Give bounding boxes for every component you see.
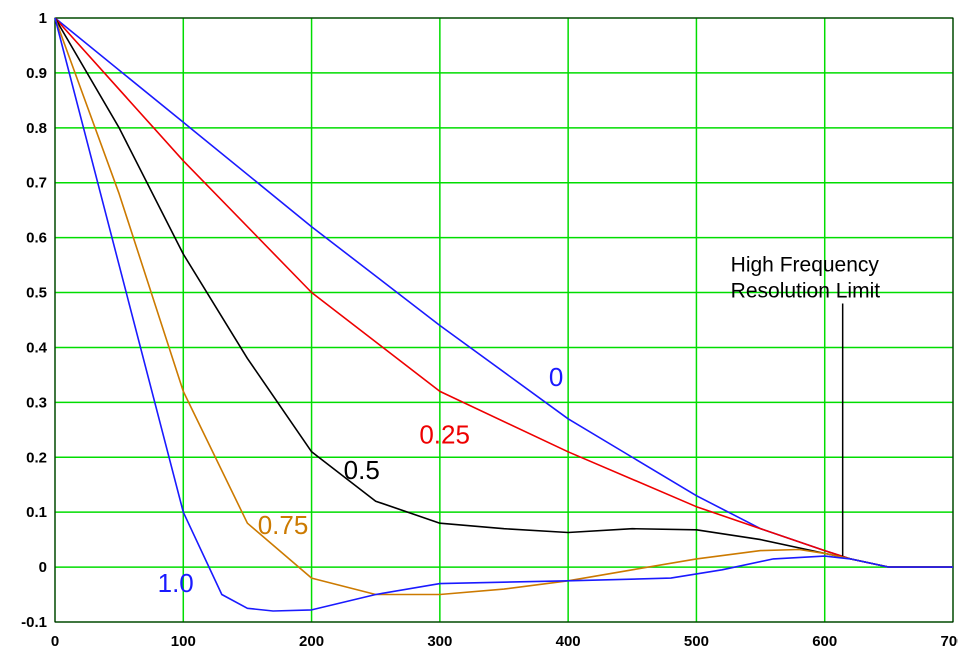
- x-tick-label: 100: [171, 633, 196, 650]
- series-line-1-0: [54, 17, 953, 612]
- x-tick-label: 500: [684, 633, 709, 650]
- grid: [54, 17, 954, 623]
- y-tick-label: 0.4: [26, 339, 48, 356]
- annotation-line-1: High Frequency: [731, 254, 880, 277]
- series-label-0-75: 0.75: [258, 510, 309, 540]
- series-label-0-25: 0.25: [419, 420, 470, 450]
- series-label-0: 0: [549, 362, 563, 392]
- annotation: High Frequency Resolution Limit: [731, 254, 881, 557]
- y-tick-label: 0.1: [26, 504, 47, 521]
- y-tick-label: 0.3: [26, 394, 47, 411]
- y-tick-label: 0.7: [26, 175, 47, 192]
- y-axis-ticks: -0.1 0 0.1 0.2 0.3 0.4 0.5 0.6 0.7 0.8 0.9 1: [21, 10, 48, 631]
- series-group: [54, 17, 953, 612]
- y-tick-label: 0.5: [26, 285, 47, 302]
- x-tick-label: 400: [556, 633, 581, 650]
- x-tick-label: 600: [812, 633, 837, 650]
- x-tick-label: 300: [427, 633, 452, 650]
- plot-frame: [54, 17, 954, 623]
- y-tick-label: 0.9: [26, 65, 47, 82]
- annotation-line-2: Resolution Limit: [731, 280, 881, 303]
- series-labels: 0 0.25 0.5 0.75 1.0: [158, 362, 564, 598]
- y-tick-label: 0.2: [26, 449, 47, 466]
- series-label-0-5: 0.5: [344, 455, 380, 485]
- x-axis-ticks: 0 100 200 300 400 500 600 700: [51, 633, 958, 650]
- x-tick-label: 700: [940, 633, 958, 650]
- series-label-1-0: 1.0: [158, 568, 194, 598]
- y-tick-label: 0.8: [26, 120, 47, 137]
- series-line-0-75: [54, 17, 953, 596]
- y-tick-label: 0.6: [26, 230, 47, 247]
- y-tick-label: 1: [39, 10, 47, 27]
- x-tick-label: 0: [51, 633, 59, 650]
- x-tick-label: 200: [299, 633, 324, 650]
- y-tick-label: -0.1: [21, 614, 47, 631]
- y-tick-label: 0: [39, 559, 47, 576]
